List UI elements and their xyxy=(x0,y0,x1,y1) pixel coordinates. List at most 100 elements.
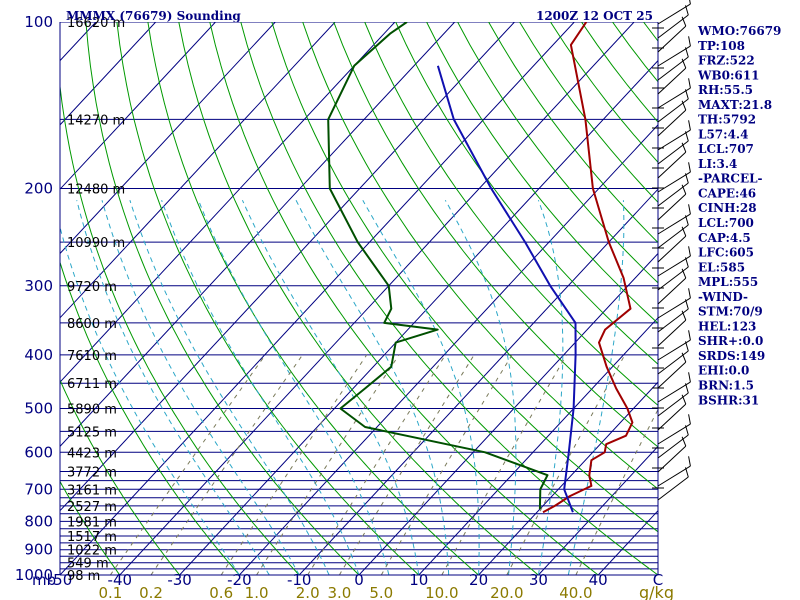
wind-barb-staff xyxy=(657,171,691,193)
isotherm-line xyxy=(60,22,276,255)
temperature-tick-label: 40 xyxy=(589,571,608,589)
height-label: 4423 m xyxy=(67,446,117,461)
temperature-tick-label: -10 xyxy=(287,571,312,589)
mixing-ratio-line xyxy=(220,354,368,575)
height-label: 1981 m xyxy=(67,515,117,530)
moist-adiabat xyxy=(129,200,330,575)
index-value: LCL:707 xyxy=(698,142,754,156)
index-value: HEL:123 xyxy=(698,319,756,333)
dry-adiabat xyxy=(457,22,658,284)
isotherm-line xyxy=(179,59,658,575)
index-value: LFC:605 xyxy=(698,246,754,260)
height-label: 16620 m xyxy=(67,16,125,31)
index-value: SHR+:0.0 xyxy=(698,334,763,348)
mixing-ratio-label: 3.0 xyxy=(327,584,351,600)
height-label: 10990 m xyxy=(67,236,125,251)
wind-barb-staff xyxy=(657,339,691,361)
isotherm-line xyxy=(119,22,635,575)
dry-adiabat xyxy=(209,22,599,575)
wind-barb-flag xyxy=(681,310,687,321)
wind-barb-flag xyxy=(681,268,687,279)
index-value: -WIND- xyxy=(698,290,748,304)
temperature-tick-label: -40 xyxy=(108,571,133,589)
pressure-tick-label: 200 xyxy=(24,180,53,198)
wind-barb-flag xyxy=(685,299,689,310)
index-value: FRZ:522 xyxy=(698,54,755,68)
dry-adiabat xyxy=(395,22,658,365)
pressure-tick-label: 800 xyxy=(24,512,53,530)
moist-adiabat xyxy=(60,225,240,575)
moist-adiabat xyxy=(198,200,390,575)
pressure-tick-label: 700 xyxy=(24,480,53,498)
chart-datetime: 1200Z 12 OCT 25 xyxy=(536,9,653,23)
wind-barb-flag xyxy=(681,394,687,405)
wind-barb-layer xyxy=(652,0,691,501)
wind-barb-flag xyxy=(688,456,691,467)
wind-barb-flag xyxy=(681,226,687,237)
mixing-ratio-line xyxy=(575,408,658,575)
index-value: EL:585 xyxy=(698,260,745,274)
pressure-tick-label: 600 xyxy=(24,443,53,461)
index-value: L57:4.4 xyxy=(698,127,748,141)
height-label: 9720 m xyxy=(67,280,117,295)
index-value: CAP:4.5 xyxy=(698,231,751,245)
height-label: 6711 m xyxy=(67,377,117,392)
mixing-ratio-label: 5.0 xyxy=(369,584,393,600)
index-value: BSHR:31 xyxy=(698,393,759,407)
chart-title: MMMX (76679) Sounding xyxy=(66,9,241,23)
dry-adiabat xyxy=(426,22,658,325)
height-label: 3161 m xyxy=(67,483,117,498)
dry-adiabat xyxy=(116,22,420,575)
wind-barb-flag xyxy=(688,372,691,383)
wind-barb-flag xyxy=(688,414,691,425)
index-value: CAPE:46 xyxy=(698,186,756,200)
height-label: 12480 m xyxy=(67,183,125,198)
dry-adiabat xyxy=(60,480,121,575)
dry-adiabat xyxy=(333,22,658,448)
isotherm-line xyxy=(60,22,216,190)
temperature-tick-label: C xyxy=(653,571,663,589)
wind-barb-flag xyxy=(685,467,689,478)
wind-barb-flag xyxy=(685,89,689,100)
dry-adiabat xyxy=(271,22,658,533)
wind-barb-flag xyxy=(685,341,689,352)
wind-barb-staff xyxy=(657,381,691,403)
temperature-tick-label: 20 xyxy=(469,571,488,589)
temperature-tick-label: 30 xyxy=(529,571,548,589)
wind-barb-staff xyxy=(657,403,687,431)
wind-barb-flag xyxy=(688,246,691,257)
dry-adiabat xyxy=(60,378,180,575)
mixing-ratio-label: 10.0 xyxy=(425,584,458,600)
mixing-ratio-line xyxy=(256,354,400,575)
isotherm-line xyxy=(60,22,336,319)
mixing-ratio-line xyxy=(441,354,567,575)
wind-barb-flag xyxy=(681,184,687,195)
moist-adiabat xyxy=(101,200,300,575)
index-value: CINH:28 xyxy=(698,201,757,215)
isotherm-line xyxy=(60,22,456,448)
index-value: WMO:76679 xyxy=(697,24,781,38)
wind-barb-staff xyxy=(657,476,689,501)
height-label: 3772 m xyxy=(67,466,117,481)
pressure-tick-label: 500 xyxy=(24,400,53,418)
wind-barb-flag xyxy=(688,120,691,131)
index-value: LI:3.4 xyxy=(698,157,737,171)
dry-adiabat xyxy=(60,260,240,575)
temperature-tick-label: -20 xyxy=(227,571,252,589)
height-label: 5890 m xyxy=(67,403,117,418)
height-label: 5125 m xyxy=(67,425,117,440)
wind-barb-staff xyxy=(657,423,691,445)
pressure-tick-label: 300 xyxy=(24,277,53,295)
pressure-unit-label: mb xyxy=(32,571,56,589)
wind-barb-staff xyxy=(657,45,691,67)
dry-adiabat xyxy=(60,82,300,575)
moist-adiabat xyxy=(161,200,360,575)
wind-barb-flag xyxy=(681,142,687,153)
dewpoint-trace xyxy=(327,22,549,510)
index-value: MPL:555 xyxy=(698,275,758,289)
wind-barb-staff xyxy=(657,3,691,25)
isotherm-line xyxy=(538,445,658,575)
